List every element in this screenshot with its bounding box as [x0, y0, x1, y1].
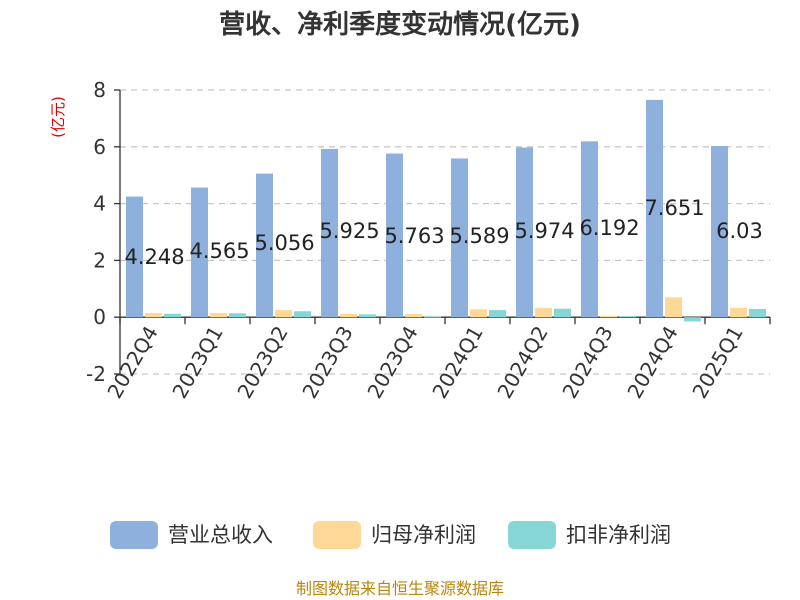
x-tick-label: 2024Q3	[557, 322, 617, 403]
x-tick-label: 2023Q3	[297, 322, 357, 403]
legend-swatch	[110, 521, 158, 549]
bars	[126, 99, 766, 322]
data-label: 5.974	[514, 219, 574, 243]
bar-营业总收入	[386, 153, 403, 318]
bar-营业总收入	[191, 187, 208, 318]
x-tick-label: 2023Q2	[232, 322, 292, 403]
x-tick-label: 2024Q2	[492, 322, 552, 403]
data-label: 4.565	[189, 239, 249, 263]
data-label: 5.056	[254, 231, 314, 255]
bar-扣非净利润	[684, 317, 701, 322]
source-note: 制图数据来自恒生聚源数据库	[296, 579, 504, 598]
bar-营业总收入	[126, 196, 143, 318]
data-label: 7.651	[644, 196, 704, 220]
y-unit-label: (亿元)	[49, 96, 67, 138]
bar-营业总收入	[581, 141, 598, 318]
data-label: 4.248	[124, 245, 184, 269]
bar-扣非净利润	[229, 313, 246, 318]
legend-label: 营业总收入	[168, 523, 273, 547]
x-tick-label: 2022Q4	[102, 322, 162, 403]
y-tick-label: 4	[93, 192, 106, 216]
data-label: 5.925	[319, 219, 379, 243]
legend-label: 扣非净利润	[566, 523, 671, 547]
bar-归母净利润	[470, 309, 487, 318]
chart-title: 营收、净利季度变动情况(亿元)	[219, 9, 581, 40]
bar-归母净利润	[730, 307, 747, 318]
bar-扣非净利润	[164, 313, 181, 318]
bar-归母净利润	[405, 314, 422, 318]
bar-扣非净利润	[749, 308, 766, 318]
y-tick-label: 6	[93, 135, 106, 159]
data-labels: 4.248 4.565 5.056 5.925 5.763 5.589 5.974 6.192…	[124, 196, 762, 269]
bar-营业总收入	[516, 147, 533, 318]
x-tick-label: 2023Q4	[362, 322, 422, 403]
bar-营业总收入	[646, 99, 663, 318]
bar-归母净利润	[600, 315, 617, 318]
bar-扣非净利润	[554, 308, 571, 318]
legend-swatch	[508, 521, 556, 549]
bar-营业总收入	[451, 158, 468, 318]
data-label: 5.589	[449, 224, 509, 248]
bar-归母净利润	[210, 312, 227, 318]
bar-营业总收入	[256, 173, 273, 318]
x-tick-label: 2024Q4	[622, 322, 682, 403]
y-tick-label: 2	[93, 248, 106, 272]
legend: 营业总收入 归母净利润 扣非净利润	[110, 521, 671, 549]
bar-扣非净利润	[424, 316, 441, 318]
x-tick-label: 2025Q1	[687, 322, 747, 403]
bar-扣非净利润	[619, 316, 636, 318]
data-label: 5.763	[384, 224, 444, 248]
y-tick-label: -2	[86, 362, 106, 386]
legend-label: 归母净利润	[371, 523, 476, 547]
data-label: 6.192	[579, 216, 639, 240]
bar-归母净利润	[535, 307, 552, 318]
y-tick-label: 0	[93, 305, 106, 329]
bar-归母净利润	[665, 297, 682, 318]
bar-归母净利润	[145, 312, 162, 318]
bar-归母净利润	[340, 313, 357, 318]
bar-营业总收入	[711, 145, 728, 318]
data-label: 6.03	[716, 219, 763, 243]
legend-swatch	[313, 521, 361, 549]
x-tick-label: 2024Q1	[427, 322, 487, 403]
y-tick-label: 8	[93, 78, 106, 102]
bar-归母净利润	[275, 310, 292, 318]
bar-扣非净利润	[359, 314, 376, 318]
bar-营业总收入	[321, 148, 338, 318]
x-tick-label: 2023Q1	[167, 322, 227, 403]
bar-扣非净利润	[294, 311, 311, 318]
bar-扣非净利润	[489, 310, 506, 318]
